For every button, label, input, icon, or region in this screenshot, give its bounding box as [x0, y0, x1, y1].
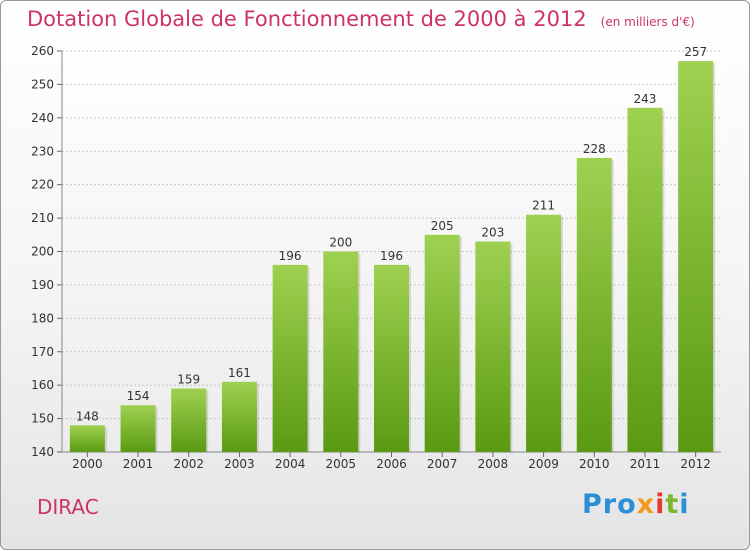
bar: [475, 241, 511, 452]
data-label: 148: [76, 409, 99, 423]
town-name: DIRAC: [37, 495, 99, 519]
y-tick-label: 170: [31, 345, 54, 359]
bar: [120, 405, 156, 452]
bar: [272, 264, 308, 452]
bar: [576, 157, 612, 452]
y-tick-label: 250: [31, 77, 54, 91]
y-tick-label: 160: [31, 378, 54, 392]
title-text: Dotation Globale de Fonctionnement de 20…: [27, 7, 587, 31]
y-tick-label: 190: [31, 278, 54, 292]
y-tick-label: 200: [31, 245, 54, 259]
data-label: 203: [481, 225, 504, 239]
x-tick-label: 2004: [275, 457, 306, 471]
bar: [221, 381, 257, 452]
data-label: 159: [177, 373, 200, 387]
y-tick-label: 240: [31, 111, 54, 125]
x-tick-label: 2002: [173, 457, 204, 471]
logo-part: i: [679, 489, 690, 520]
x-tick-label: 2012: [680, 457, 711, 471]
data-label: 161: [228, 366, 251, 380]
data-label: 211: [532, 199, 555, 213]
y-tick-label: 140: [31, 445, 54, 459]
x-tick-label: 2011: [630, 457, 661, 471]
proxiti-logo: Proxiti: [582, 489, 690, 520]
data-label: 196: [279, 249, 302, 263]
y-tick-label: 180: [31, 311, 54, 325]
x-tick-label: 2009: [528, 457, 559, 471]
logo-part: Pro: [582, 489, 637, 520]
logo-part: t: [665, 489, 680, 520]
data-label: 228: [583, 142, 606, 156]
bar: [69, 425, 105, 452]
x-tick-label: 2008: [478, 457, 509, 471]
bar: [323, 251, 359, 452]
bar: [374, 264, 409, 452]
x-tick-label: 2000: [72, 457, 103, 471]
x-tick-label: 2006: [376, 457, 407, 471]
data-label: 200: [329, 236, 352, 250]
data-label: 257: [684, 45, 707, 59]
y-tick-label: 260: [31, 44, 54, 58]
bar: [678, 61, 714, 453]
bar: [627, 107, 663, 452]
x-tick-label: 2001: [123, 457, 154, 471]
unit-note: (en milliers d'€): [600, 15, 695, 29]
logo-part: i: [655, 489, 666, 520]
data-label: 243: [634, 92, 657, 106]
data-label: 205: [431, 219, 454, 233]
bar: [171, 388, 207, 452]
bar: [424, 234, 460, 452]
y-tick-label: 220: [31, 178, 54, 192]
y-tick-label: 230: [31, 144, 54, 158]
data-label: 154: [127, 389, 150, 403]
x-tick-label: 2007: [427, 457, 458, 471]
x-tick-label: 2005: [326, 457, 357, 471]
x-tick-label: 2010: [579, 457, 610, 471]
y-tick-label: 150: [31, 412, 54, 426]
bar: [526, 214, 562, 452]
logo-part: x: [636, 489, 656, 520]
x-tick-label: 2003: [224, 457, 255, 471]
y-tick-label: 210: [31, 211, 54, 225]
chart-title: Dotation Globale de Fonctionnement de 20…: [27, 7, 695, 31]
data-label: 196: [380, 249, 403, 263]
